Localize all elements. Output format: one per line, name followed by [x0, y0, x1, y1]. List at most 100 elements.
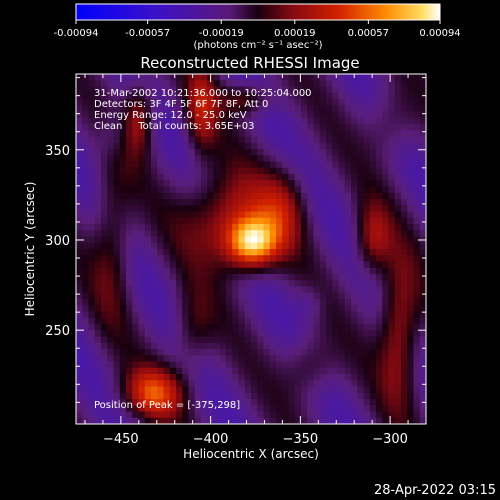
heatmap-cell	[144, 230, 152, 237]
heatmap-cell	[301, 136, 308, 144]
heatmap-cell	[119, 180, 127, 187]
heatmap-cell	[88, 105, 96, 112]
heatmap-cell	[363, 399, 371, 406]
heatmap-cell	[176, 224, 183, 231]
heatmap-cell	[332, 261, 339, 269]
heatmap-cell	[226, 292, 233, 300]
heatmap-cell	[232, 324, 239, 331]
heatmap-cell	[113, 180, 121, 187]
heatmap-cell	[126, 111, 133, 119]
heatmap-cell	[263, 236, 271, 244]
heatmap-cell	[132, 317, 139, 325]
heatmap-cell	[413, 411, 421, 419]
heatmap-cell	[394, 142, 402, 150]
heatmap-cell	[163, 199, 171, 206]
heatmap-cell	[257, 155, 264, 162]
heatmap-cell	[269, 342, 277, 350]
heatmap-cell	[88, 217, 96, 225]
heatmap-cell	[351, 99, 358, 106]
heatmap-cell	[357, 386, 364, 394]
heatmap-cell	[401, 180, 408, 187]
heatmap-cell	[207, 286, 214, 294]
heatmap-cell	[94, 111, 102, 119]
heatmap-cell	[344, 242, 352, 250]
heatmap-cell	[282, 224, 289, 231]
heatmap-cell	[188, 149, 196, 156]
heatmap-cell	[132, 405, 139, 412]
heatmap-cell	[344, 80, 352, 87]
heatmap-cell	[382, 342, 389, 350]
heatmap-cell	[213, 342, 221, 350]
heatmap-cell	[376, 299, 383, 306]
heatmap-cell	[201, 280, 208, 287]
heatmap-cell	[382, 417, 389, 425]
heatmap-cell	[301, 192, 308, 200]
heatmap-cell	[126, 317, 133, 325]
heatmap-cell	[388, 392, 396, 400]
heatmap-cell	[151, 117, 158, 125]
heatmap-cell	[307, 267, 314, 275]
heatmap-cell	[176, 111, 183, 119]
heatmap-cell	[138, 80, 146, 87]
heatmap-cell	[388, 111, 396, 119]
heatmap-cell	[251, 286, 258, 294]
heatmap-cell	[344, 386, 352, 394]
heatmap-cell	[176, 217, 183, 225]
heatmap-cell	[163, 274, 171, 281]
heatmap-cell	[338, 217, 346, 225]
heatmap-cell	[401, 142, 408, 150]
heatmap-cell	[169, 86, 177, 94]
heatmap-cell	[182, 274, 189, 281]
heatmap-cell	[144, 199, 152, 206]
heatmap-cell	[269, 311, 277, 319]
heatmap-cell	[201, 167, 208, 175]
heatmap-cell	[332, 392, 339, 400]
heatmap-cell	[307, 130, 314, 137]
heatmap-cell	[351, 267, 358, 275]
heatmap-cell	[138, 261, 146, 269]
heatmap-cell	[138, 99, 146, 106]
heatmap-cell	[294, 411, 302, 419]
heatmap-cell	[288, 80, 296, 87]
heatmap-cell	[169, 155, 177, 162]
heatmap-cell	[182, 305, 189, 312]
heatmap-cell	[151, 186, 158, 194]
heatmap-cell	[82, 205, 89, 212]
heatmap-cell	[144, 274, 152, 281]
heatmap-cell	[257, 299, 264, 306]
heatmap-cell	[101, 261, 108, 269]
heatmap-cell	[413, 199, 421, 206]
heatmap-cell	[388, 399, 396, 406]
heatmap-cell	[413, 86, 421, 94]
heatmap-cell	[257, 80, 264, 87]
heatmap-cell	[363, 367, 371, 375]
heatmap-cell	[238, 305, 246, 312]
heatmap-cell	[263, 280, 271, 287]
heatmap-cell	[307, 230, 314, 237]
heatmap-cell	[407, 111, 414, 119]
heatmap-cell	[194, 405, 202, 412]
heatmap-cell	[301, 255, 308, 262]
heatmap-cell	[132, 261, 139, 269]
heatmap-cell	[307, 86, 314, 94]
heatmap-cell	[326, 242, 333, 250]
heatmap-cell	[107, 155, 114, 162]
heatmap-cell	[163, 236, 171, 244]
heatmap-cell	[269, 299, 277, 306]
heatmap-cell	[176, 167, 183, 175]
heatmap-cell	[219, 274, 227, 281]
heatmap-cell	[138, 299, 146, 306]
heatmap-cell	[213, 399, 221, 406]
heatmap-cell	[419, 292, 427, 300]
heatmap-cell	[282, 130, 289, 137]
heatmap-cell	[194, 142, 202, 150]
heatmap-cell	[219, 411, 227, 419]
heatmap-cell	[107, 99, 114, 106]
heatmap-cell	[101, 92, 108, 100]
colorbar-tick-label: 0.00094	[419, 28, 460, 39]
heatmap-cell	[401, 217, 408, 225]
heatmap-cell	[207, 399, 214, 406]
heatmap-cell	[269, 167, 277, 175]
heatmap-cell	[88, 330, 96, 337]
heatmap-cell	[282, 380, 289, 387]
